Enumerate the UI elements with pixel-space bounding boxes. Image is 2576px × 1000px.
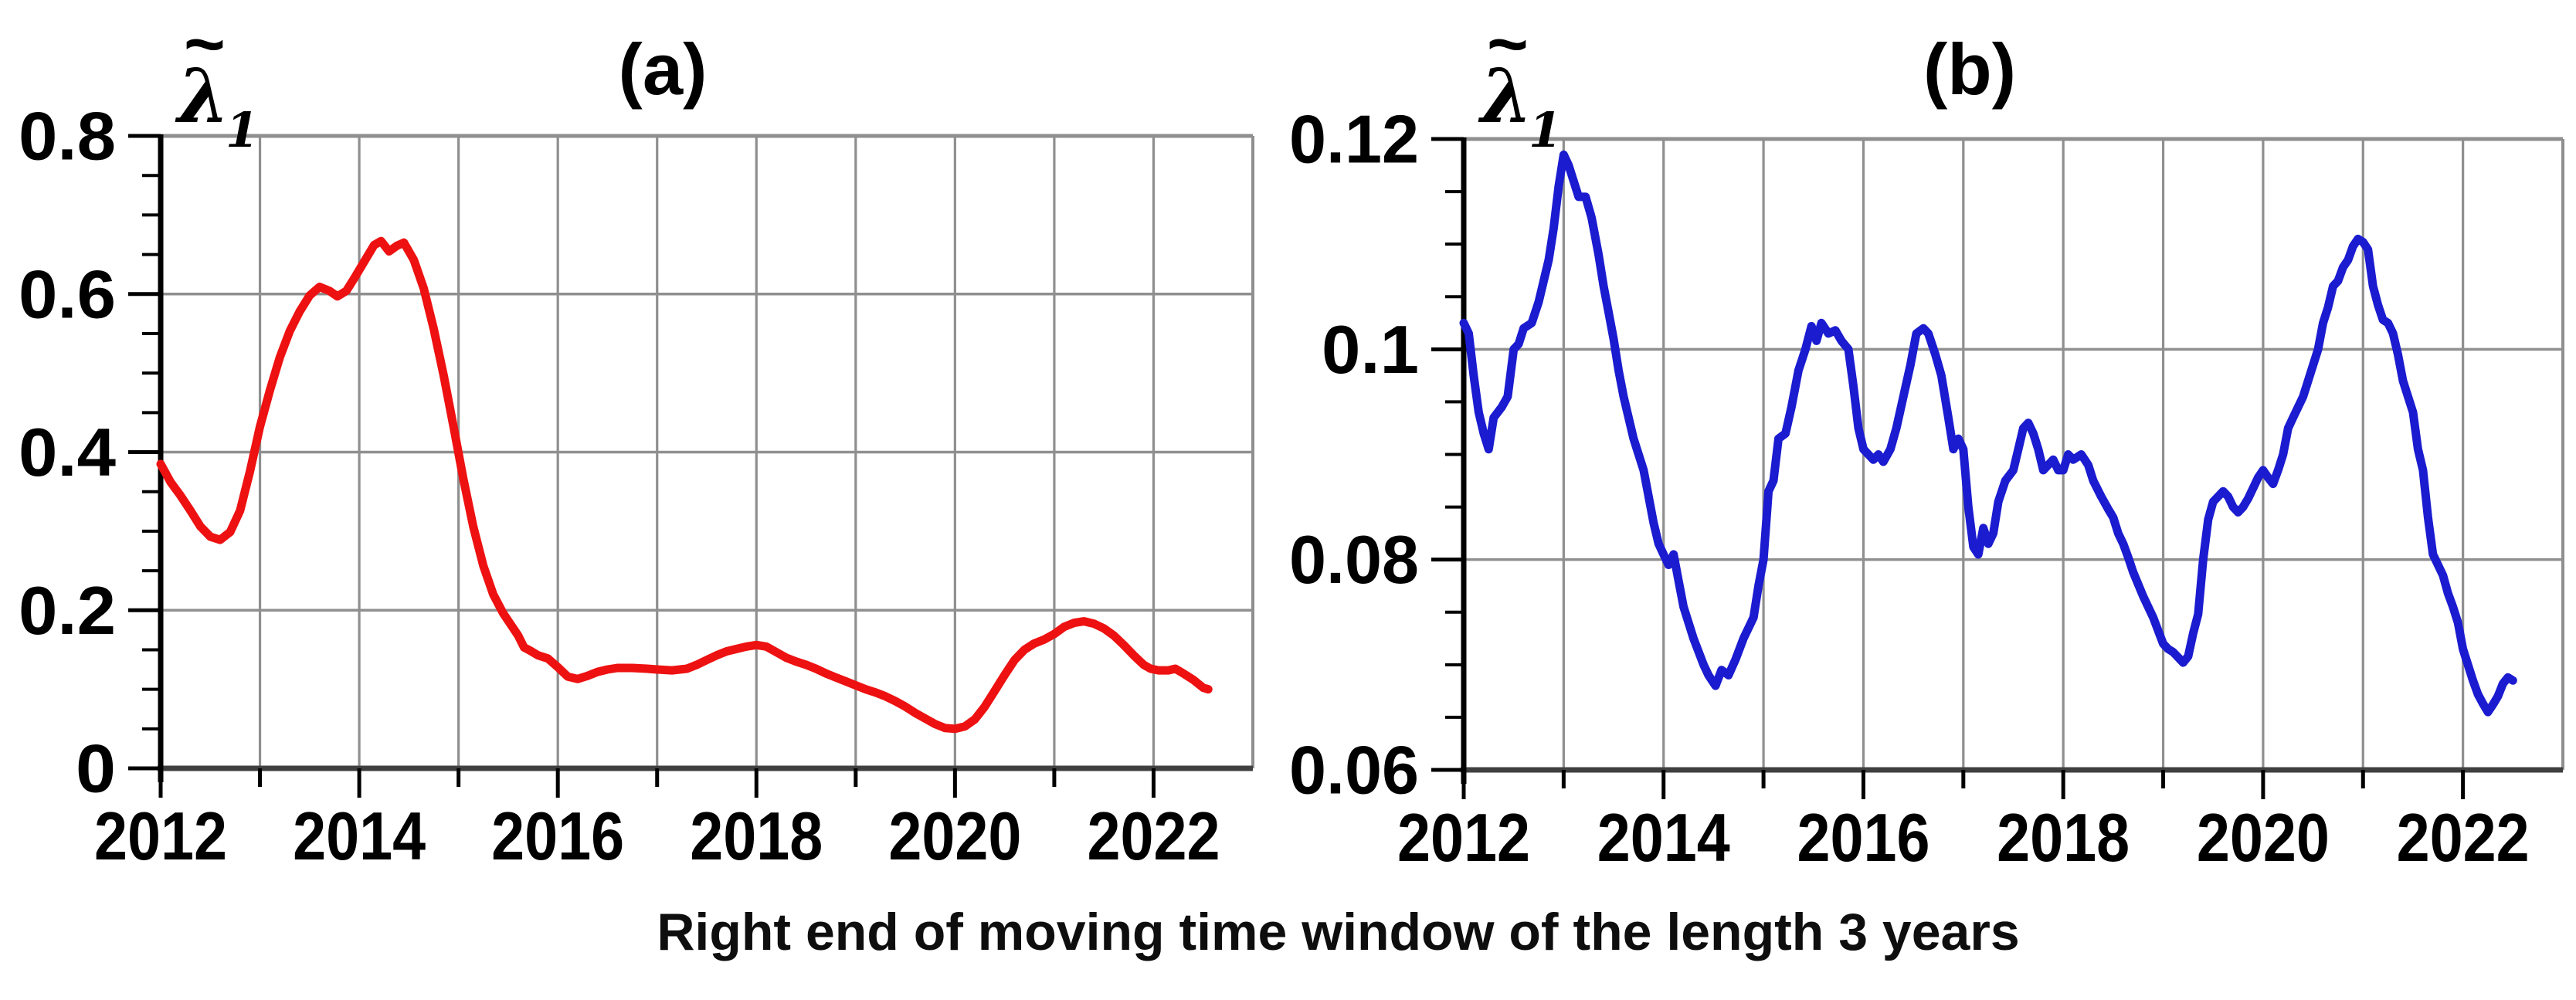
x-axis-caption: Right end of moving time window of the l… [657, 903, 2020, 961]
panel-a-y-tick-label: 0.2 [19, 572, 116, 649]
panel-b-x-tick-label: 2020 [2197, 799, 2330, 876]
panel-b-x-tick-label: 2016 [1797, 799, 1929, 876]
panel-a-series-label-tilde: ~ [184, 5, 226, 83]
panel-a-y-tick-label: 0.4 [19, 414, 116, 490]
panel-b-y-tick-label: 0.06 [1289, 732, 1419, 808]
panel-a-x-tick-label: 2012 [94, 798, 227, 874]
panel-b-series-label-lambda: λ [1478, 53, 1532, 140]
panel-b-x-tick-label: 2014 [1597, 799, 1730, 876]
panel-b-y-tick-label: 0.12 [1289, 101, 1419, 178]
panel-a-y-tick-label: 0.6 [19, 256, 116, 332]
panel-a-y-tick-label: 0.8 [19, 98, 116, 175]
panel-b-x-tick-label: 2022 [2397, 799, 2530, 876]
panel-a-series-line [156, 236, 1213, 734]
panel-a-x-tick-label: 2014 [293, 798, 426, 874]
panel-b-y-tick-label: 0.1 [1322, 311, 1419, 388]
panel-a-x-tick-label: 2018 [690, 798, 823, 874]
panel-a-x-tick-label: 2016 [491, 798, 624, 874]
panel-b-title: (b) [1923, 29, 2016, 110]
panel-b-series-label-tilde: ~ [1487, 5, 1529, 83]
panel-a-y-tick-label: 0 [76, 731, 116, 807]
panel-a-series-label-lambda: λ [175, 53, 229, 140]
panel-b-series-label-sub: 1 [1529, 102, 1562, 158]
panel-a-x-tick-label: 2022 [1087, 798, 1220, 874]
panel-a-title: (a) [619, 29, 708, 110]
panel-a-series-label-sub: 1 [226, 102, 259, 158]
panel-b-y-tick-label: 0.08 [1289, 521, 1419, 598]
panel-a-x-tick-label: 2020 [888, 798, 1021, 874]
panel-b-x-tick-label: 2018 [1997, 799, 2130, 876]
panel-b-series-line [1459, 150, 2517, 717]
panel-b-x-tick-label: 2012 [1397, 799, 1530, 876]
